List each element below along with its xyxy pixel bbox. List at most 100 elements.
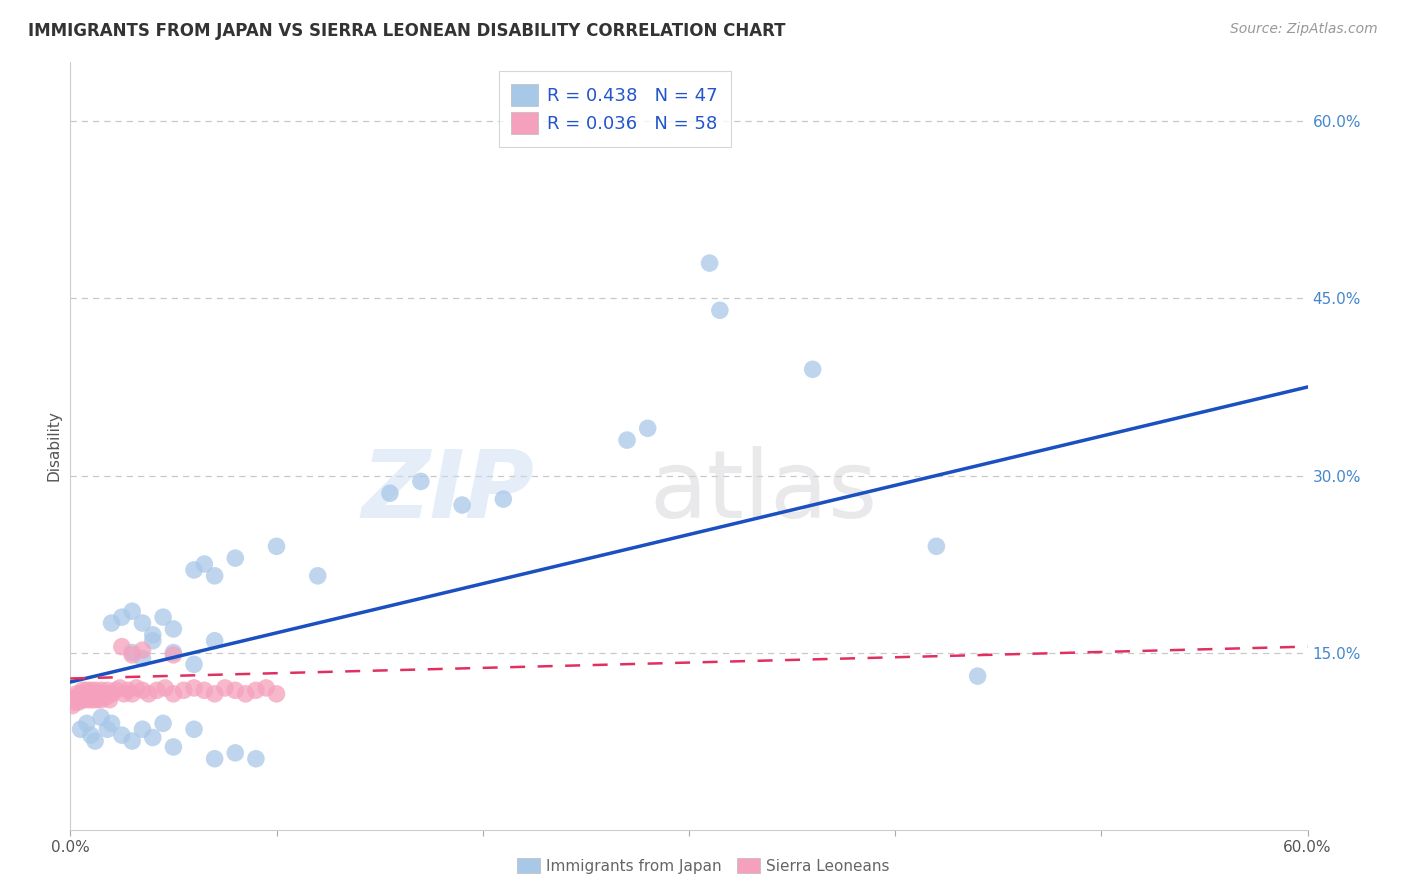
Point: [699, 256, 721, 270]
Point: [183, 681, 205, 695]
Point: [235, 687, 257, 701]
Point: [94, 690, 117, 705]
Point: [111, 728, 134, 742]
Point: [152, 610, 174, 624]
Point: [138, 687, 160, 701]
Point: [96, 683, 118, 698]
Point: [925, 539, 948, 553]
Point: [637, 421, 659, 435]
Point: [111, 640, 134, 654]
Point: [69, 687, 91, 701]
Text: atlas: atlas: [650, 446, 877, 538]
Point: [67, 690, 90, 705]
Point: [266, 539, 288, 553]
Point: [65, 692, 87, 706]
Point: [162, 622, 184, 636]
Point: [76, 683, 98, 698]
Point: [84, 690, 107, 705]
Point: [204, 633, 226, 648]
Point: [131, 683, 153, 698]
Point: [104, 683, 127, 698]
Point: [96, 723, 118, 737]
Point: [131, 643, 153, 657]
Point: [173, 683, 195, 698]
Point: [63, 690, 86, 705]
Point: [84, 734, 107, 748]
Point: [254, 681, 277, 695]
Point: [77, 687, 100, 701]
Point: [76, 690, 98, 705]
Point: [89, 690, 111, 705]
Point: [224, 551, 246, 566]
Point: [90, 692, 112, 706]
Y-axis label: Disability: Disability: [46, 410, 62, 482]
Point: [121, 646, 143, 660]
Point: [204, 752, 226, 766]
Point: [451, 498, 474, 512]
Point: [100, 615, 122, 630]
Text: Source: ZipAtlas.com: Source: ZipAtlas.com: [1230, 22, 1378, 37]
Point: [125, 681, 148, 695]
Point: [80, 683, 103, 698]
Point: [121, 604, 143, 618]
Point: [709, 303, 731, 318]
Point: [86, 687, 108, 701]
Point: [82, 687, 104, 701]
Point: [193, 683, 215, 698]
Point: [131, 651, 153, 665]
Legend: R = 0.438   N = 47, R = 0.036   N = 58: R = 0.438 N = 47, R = 0.036 N = 58: [499, 71, 731, 147]
Point: [82, 692, 104, 706]
Point: [162, 739, 184, 754]
Point: [204, 569, 226, 583]
Point: [153, 681, 176, 695]
Point: [73, 687, 96, 701]
Point: [162, 646, 184, 660]
Point: [121, 734, 143, 748]
Point: [73, 692, 96, 706]
Point: [100, 716, 122, 731]
Point: [121, 687, 143, 701]
Point: [90, 710, 112, 724]
Legend: Immigrants from Japan, Sierra Leoneans: Immigrants from Japan, Sierra Leoneans: [510, 852, 896, 880]
Point: [76, 716, 98, 731]
Point: [112, 687, 135, 701]
Point: [245, 752, 267, 766]
Point: [193, 557, 215, 571]
Point: [146, 683, 169, 698]
Point: [72, 683, 94, 698]
Point: [245, 683, 267, 698]
Point: [224, 746, 246, 760]
Point: [162, 648, 184, 662]
Point: [111, 610, 134, 624]
Point: [142, 633, 165, 648]
Point: [121, 648, 143, 662]
Point: [801, 362, 824, 376]
Point: [67, 695, 90, 709]
Text: ZIP: ZIP: [361, 446, 534, 538]
Point: [307, 569, 329, 583]
Point: [214, 681, 236, 695]
Point: [117, 683, 139, 698]
Point: [80, 690, 103, 705]
Point: [100, 687, 122, 701]
Point: [616, 433, 638, 447]
Point: [90, 683, 112, 698]
Point: [72, 690, 94, 705]
Point: [69, 723, 91, 737]
Point: [183, 563, 205, 577]
Point: [183, 657, 205, 672]
Point: [108, 681, 131, 695]
Text: IMMIGRANTS FROM JAPAN VS SIERRA LEONEAN DISABILITY CORRELATION CHART: IMMIGRANTS FROM JAPAN VS SIERRA LEONEAN …: [28, 22, 786, 40]
Point: [91, 687, 114, 701]
Point: [142, 731, 165, 745]
Point: [183, 723, 205, 737]
Point: [131, 723, 153, 737]
Point: [69, 692, 91, 706]
Point: [378, 486, 401, 500]
Point: [492, 492, 515, 507]
Point: [98, 692, 121, 706]
Point: [162, 687, 184, 701]
Point: [224, 683, 246, 698]
Point: [65, 687, 87, 701]
Point: [60, 698, 83, 713]
